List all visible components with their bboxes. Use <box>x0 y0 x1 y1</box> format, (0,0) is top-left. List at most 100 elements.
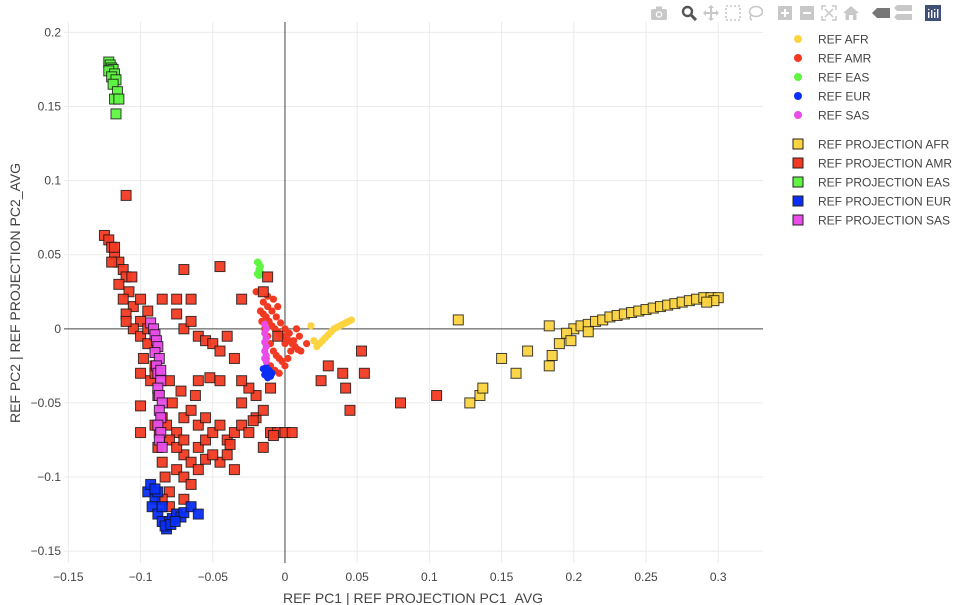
data-point[interactable] <box>265 382 277 394</box>
data-point[interactable] <box>340 382 352 394</box>
data-point[interactable] <box>257 286 269 298</box>
data-point[interactable] <box>171 464 183 476</box>
data-point[interactable] <box>163 486 175 498</box>
data-point[interactable] <box>347 316 355 324</box>
data-point[interactable] <box>582 326 594 338</box>
data-point[interactable] <box>452 314 464 326</box>
data-point[interactable] <box>171 293 183 305</box>
data-point[interactable] <box>510 367 522 379</box>
data-point[interactable] <box>257 404 269 416</box>
data-point[interactable] <box>156 456 168 468</box>
data-point[interactable] <box>464 397 476 409</box>
data-point[interactable] <box>281 325 289 333</box>
legend-item[interactable]: REF PROJECTION SAS <box>792 214 950 228</box>
data-point[interactable] <box>297 347 305 355</box>
data-point[interactable] <box>204 372 216 384</box>
data-point[interactable] <box>269 295 278 303</box>
data-point[interactable] <box>228 464 240 476</box>
data-point[interactable] <box>135 293 147 305</box>
data-point[interactable] <box>156 441 168 453</box>
data-point[interactable] <box>135 367 147 379</box>
data-point[interactable] <box>553 338 565 350</box>
data-point[interactable] <box>431 390 443 402</box>
data-point[interactable] <box>292 325 301 333</box>
data-point[interactable] <box>192 508 204 520</box>
data-point[interactable] <box>192 464 204 476</box>
data-point[interactable] <box>303 340 311 348</box>
data-point[interactable] <box>113 278 125 290</box>
data-point[interactable] <box>395 397 407 409</box>
data-point[interactable] <box>175 385 187 397</box>
data-point[interactable] <box>178 323 190 335</box>
data-point[interactable] <box>257 441 269 453</box>
data-point[interactable] <box>272 330 284 342</box>
zoom-icon[interactable] <box>678 2 700 24</box>
zoom-out-icon[interactable] <box>796 2 818 24</box>
home-icon[interactable] <box>840 2 862 24</box>
box-select-icon[interactable] <box>722 2 744 24</box>
data-point[interactable] <box>171 427 183 439</box>
data-point[interactable] <box>322 360 334 372</box>
data-point[interactable] <box>135 427 147 439</box>
data-point[interactable] <box>109 241 121 253</box>
data-point[interactable] <box>295 332 304 340</box>
data-point[interactable] <box>250 390 262 402</box>
data-point[interactable] <box>185 478 197 490</box>
data-point[interactable] <box>120 315 132 327</box>
data-point[interactable] <box>185 293 197 305</box>
data-point[interactable] <box>120 189 132 201</box>
data-point[interactable] <box>149 483 161 495</box>
data-point[interactable] <box>106 256 118 268</box>
data-point[interactable] <box>159 471 171 483</box>
data-point[interactable] <box>236 397 248 409</box>
data-point[interactable] <box>123 286 135 298</box>
data-point[interactable] <box>127 301 139 313</box>
data-point[interactable] <box>228 352 240 364</box>
data-point[interactable] <box>243 427 255 439</box>
data-point[interactable] <box>178 449 190 461</box>
data-point[interactable] <box>310 337 318 345</box>
data-point[interactable] <box>236 375 248 387</box>
data-point[interactable] <box>137 352 149 364</box>
legend-item[interactable]: REF EUR <box>794 90 871 104</box>
data-point[interactable] <box>266 372 275 380</box>
plot-area[interactable] <box>98 56 724 535</box>
data-point[interactable] <box>315 375 327 387</box>
data-point[interactable] <box>178 434 190 446</box>
data-point[interactable] <box>565 335 577 347</box>
data-point[interactable] <box>189 390 201 402</box>
legend-item[interactable]: REF PROJECTION EUR <box>792 195 952 209</box>
data-point[interactable] <box>214 261 226 273</box>
legend-item[interactable]: REF PROJECTION AFR <box>792 138 950 152</box>
lasso-icon[interactable] <box>744 2 766 24</box>
plotly-logo-icon[interactable] <box>922 2 944 24</box>
data-point[interactable] <box>135 330 147 342</box>
data-point[interactable] <box>155 364 167 376</box>
data-point[interactable] <box>546 349 558 361</box>
data-point[interactable] <box>281 362 289 370</box>
data-point[interactable] <box>200 434 212 446</box>
data-point[interactable] <box>171 308 183 320</box>
data-point[interactable] <box>192 419 204 431</box>
legend-item[interactable]: REF PROJECTION AMR <box>792 157 952 171</box>
data-point[interactable] <box>214 456 226 468</box>
data-point[interactable] <box>185 404 197 416</box>
data-point[interactable] <box>228 427 240 439</box>
legend-item[interactable]: REF PROJECTION EAS <box>792 176 950 190</box>
data-point[interactable] <box>358 367 370 379</box>
camera-icon[interactable] <box>648 2 670 24</box>
data-point[interactable] <box>200 412 212 424</box>
data-point[interactable] <box>543 320 555 332</box>
data-point[interactable] <box>156 501 168 513</box>
legend-item[interactable]: REF AMR <box>794 52 872 66</box>
zoom-in-icon[interactable] <box>774 2 796 24</box>
data-point[interactable] <box>243 382 255 394</box>
data-point[interactable] <box>290 337 298 345</box>
data-point[interactable] <box>166 397 178 409</box>
data-point[interactable] <box>701 296 713 308</box>
data-point[interactable] <box>285 329 293 337</box>
data-point[interactable] <box>236 419 248 431</box>
data-point[interactable] <box>110 108 122 120</box>
data-point[interactable] <box>169 515 181 527</box>
data-point[interactable] <box>274 302 282 311</box>
